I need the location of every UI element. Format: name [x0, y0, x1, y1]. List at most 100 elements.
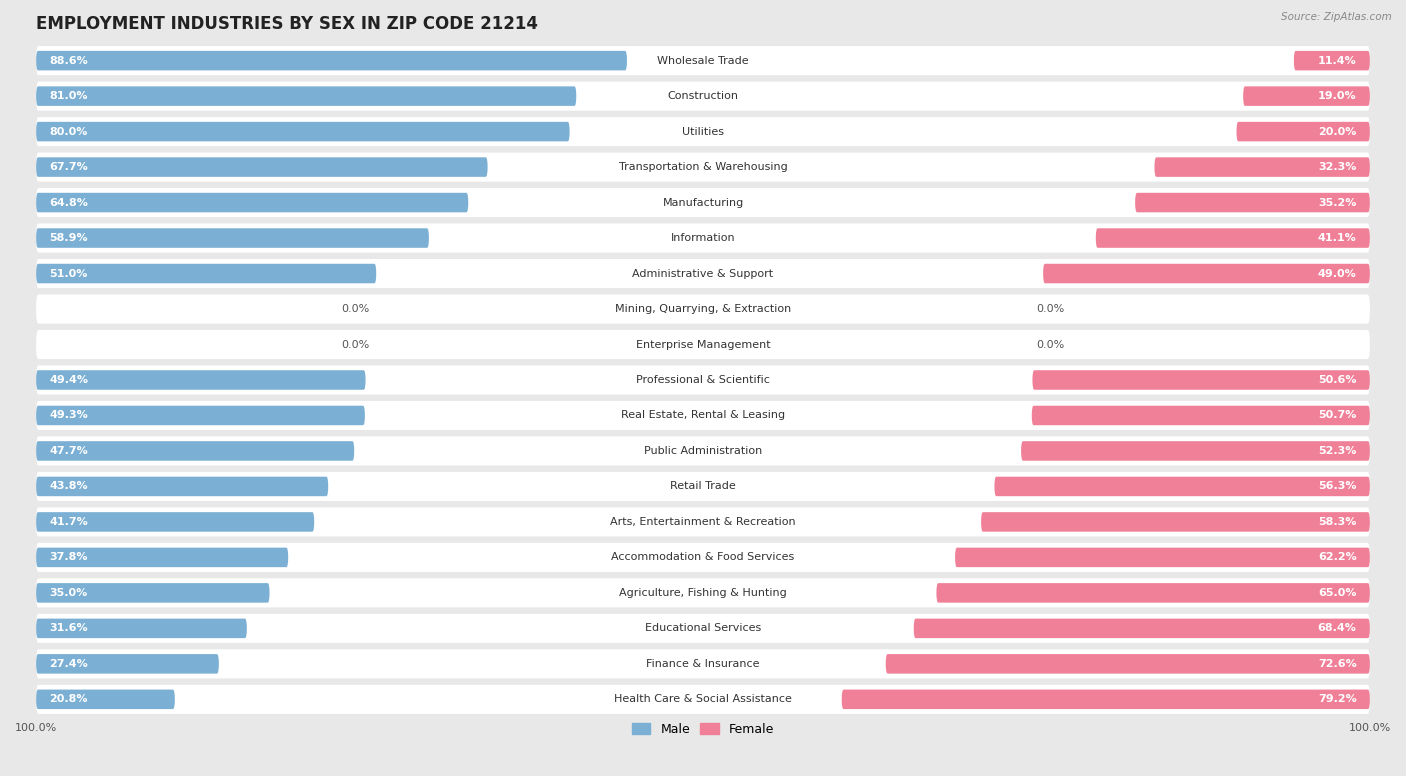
- FancyBboxPatch shape: [37, 228, 429, 248]
- Text: Mining, Quarrying, & Extraction: Mining, Quarrying, & Extraction: [614, 304, 792, 314]
- Text: 20.8%: 20.8%: [49, 695, 89, 705]
- FancyBboxPatch shape: [37, 81, 1369, 111]
- Text: 72.6%: 72.6%: [1317, 659, 1357, 669]
- FancyBboxPatch shape: [1021, 442, 1369, 461]
- FancyBboxPatch shape: [37, 264, 377, 283]
- Text: Public Administration: Public Administration: [644, 446, 762, 456]
- Text: Agriculture, Fishing & Hunting: Agriculture, Fishing & Hunting: [619, 588, 787, 598]
- FancyBboxPatch shape: [1043, 264, 1369, 283]
- Text: Utilities: Utilities: [682, 126, 724, 137]
- FancyBboxPatch shape: [955, 548, 1369, 567]
- Text: 79.2%: 79.2%: [1317, 695, 1357, 705]
- FancyBboxPatch shape: [37, 543, 1369, 572]
- Text: 41.7%: 41.7%: [49, 517, 89, 527]
- FancyBboxPatch shape: [37, 330, 1369, 359]
- Text: 49.3%: 49.3%: [49, 411, 89, 421]
- Text: Transportation & Warehousing: Transportation & Warehousing: [619, 162, 787, 172]
- Text: 68.4%: 68.4%: [1317, 623, 1357, 633]
- FancyBboxPatch shape: [37, 548, 288, 567]
- Text: 31.6%: 31.6%: [49, 623, 89, 633]
- FancyBboxPatch shape: [37, 294, 1369, 324]
- Text: Enterprise Management: Enterprise Management: [636, 340, 770, 349]
- Text: Retail Trade: Retail Trade: [671, 481, 735, 491]
- Text: 11.4%: 11.4%: [1317, 56, 1357, 66]
- FancyBboxPatch shape: [1095, 228, 1369, 248]
- Text: Wholesale Trade: Wholesale Trade: [657, 56, 749, 66]
- Text: 32.3%: 32.3%: [1319, 162, 1357, 172]
- Text: 20.0%: 20.0%: [1319, 126, 1357, 137]
- Legend: Male, Female: Male, Female: [627, 718, 779, 741]
- Text: Accommodation & Food Services: Accommodation & Food Services: [612, 553, 794, 563]
- Text: Construction: Construction: [668, 91, 738, 101]
- Text: 49.4%: 49.4%: [49, 375, 89, 385]
- FancyBboxPatch shape: [37, 583, 270, 603]
- FancyBboxPatch shape: [37, 476, 328, 496]
- Text: 62.2%: 62.2%: [1317, 553, 1357, 563]
- FancyBboxPatch shape: [37, 365, 1369, 394]
- FancyBboxPatch shape: [37, 153, 1369, 182]
- FancyBboxPatch shape: [37, 650, 1369, 678]
- FancyBboxPatch shape: [886, 654, 1369, 674]
- Text: 19.0%: 19.0%: [1317, 91, 1357, 101]
- FancyBboxPatch shape: [1032, 406, 1369, 425]
- FancyBboxPatch shape: [37, 117, 1369, 146]
- Text: 43.8%: 43.8%: [49, 481, 89, 491]
- FancyBboxPatch shape: [37, 259, 1369, 288]
- FancyBboxPatch shape: [37, 472, 1369, 501]
- FancyBboxPatch shape: [37, 192, 468, 213]
- Text: 58.9%: 58.9%: [49, 233, 89, 243]
- FancyBboxPatch shape: [37, 436, 1369, 466]
- Text: 0.0%: 0.0%: [1036, 304, 1064, 314]
- FancyBboxPatch shape: [914, 618, 1369, 638]
- Text: 52.3%: 52.3%: [1319, 446, 1357, 456]
- Text: 58.3%: 58.3%: [1319, 517, 1357, 527]
- Text: Educational Services: Educational Services: [645, 623, 761, 633]
- Text: Source: ZipAtlas.com: Source: ZipAtlas.com: [1281, 12, 1392, 22]
- FancyBboxPatch shape: [37, 654, 219, 674]
- FancyBboxPatch shape: [1236, 122, 1369, 141]
- Text: Manufacturing: Manufacturing: [662, 198, 744, 207]
- FancyBboxPatch shape: [37, 406, 366, 425]
- Text: 35.2%: 35.2%: [1319, 198, 1357, 207]
- FancyBboxPatch shape: [936, 583, 1369, 603]
- FancyBboxPatch shape: [37, 512, 314, 532]
- FancyBboxPatch shape: [37, 508, 1369, 536]
- Text: 35.0%: 35.0%: [49, 588, 87, 598]
- Text: 64.8%: 64.8%: [49, 198, 89, 207]
- FancyBboxPatch shape: [1294, 51, 1369, 71]
- Text: 37.8%: 37.8%: [49, 553, 89, 563]
- FancyBboxPatch shape: [37, 122, 569, 141]
- Text: EMPLOYMENT INDUSTRIES BY SEX IN ZIP CODE 21214: EMPLOYMENT INDUSTRIES BY SEX IN ZIP CODE…: [37, 15, 538, 33]
- Text: Arts, Entertainment & Recreation: Arts, Entertainment & Recreation: [610, 517, 796, 527]
- FancyBboxPatch shape: [37, 51, 627, 71]
- FancyBboxPatch shape: [37, 158, 488, 177]
- Text: 0.0%: 0.0%: [342, 304, 370, 314]
- FancyBboxPatch shape: [1032, 370, 1369, 390]
- Text: Administrative & Support: Administrative & Support: [633, 268, 773, 279]
- Text: 88.6%: 88.6%: [49, 56, 89, 66]
- Text: 41.1%: 41.1%: [1317, 233, 1357, 243]
- Text: 80.0%: 80.0%: [49, 126, 87, 137]
- FancyBboxPatch shape: [37, 442, 354, 461]
- Text: 50.6%: 50.6%: [1317, 375, 1357, 385]
- Text: 27.4%: 27.4%: [49, 659, 89, 669]
- Text: 50.7%: 50.7%: [1319, 411, 1357, 421]
- Text: 47.7%: 47.7%: [49, 446, 89, 456]
- Text: 81.0%: 81.0%: [49, 91, 89, 101]
- FancyBboxPatch shape: [37, 370, 366, 390]
- FancyBboxPatch shape: [37, 223, 1369, 253]
- FancyBboxPatch shape: [37, 618, 247, 638]
- Text: Professional & Scientific: Professional & Scientific: [636, 375, 770, 385]
- Text: Finance & Insurance: Finance & Insurance: [647, 659, 759, 669]
- FancyBboxPatch shape: [37, 684, 1369, 714]
- Text: 0.0%: 0.0%: [342, 340, 370, 349]
- FancyBboxPatch shape: [1243, 86, 1369, 106]
- Text: Health Care & Social Assistance: Health Care & Social Assistance: [614, 695, 792, 705]
- Text: Information: Information: [671, 233, 735, 243]
- Text: 49.0%: 49.0%: [1317, 268, 1357, 279]
- FancyBboxPatch shape: [37, 86, 576, 106]
- FancyBboxPatch shape: [994, 476, 1369, 496]
- FancyBboxPatch shape: [37, 690, 174, 709]
- FancyBboxPatch shape: [37, 188, 1369, 217]
- FancyBboxPatch shape: [37, 46, 1369, 75]
